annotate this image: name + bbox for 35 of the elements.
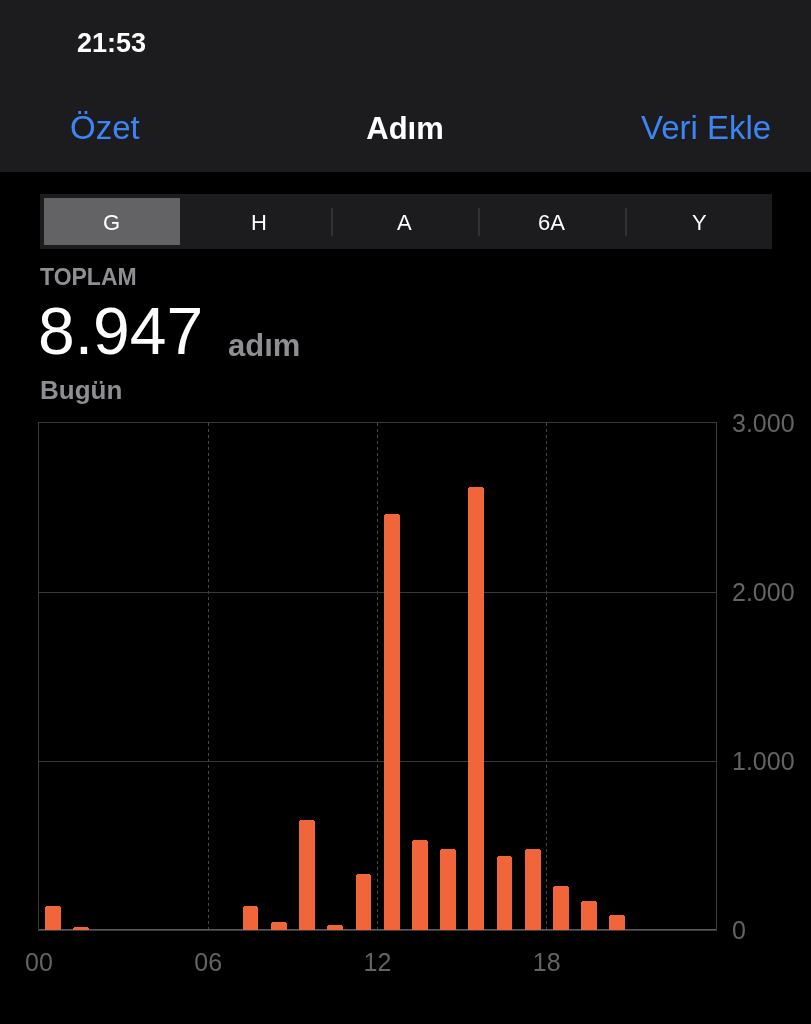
text: Veri Ekle — [641, 109, 772, 146]
chart-title: Adım — [366, 110, 444, 146]
text: Y — [692, 210, 707, 235]
text: TOPLAM — [40, 264, 137, 290]
bar — [356, 874, 371, 930]
x-tick-label: 06 — [194, 948, 223, 976]
bar — [440, 849, 456, 930]
bar — [384, 514, 400, 930]
text: Bugün — [40, 375, 123, 405]
text: Özet — [70, 109, 140, 146]
bar — [581, 901, 597, 930]
y-tick-label: 1.000 — [732, 746, 795, 775]
text: 21:53 — [77, 28, 147, 58]
y-tick-label: 0 — [732, 915, 746, 944]
bar — [553, 886, 569, 930]
text: adım — [228, 328, 301, 363]
x-tick-label: 00 — [25, 948, 53, 976]
x-tick-label: 18 — [532, 948, 561, 976]
bar — [243, 906, 258, 930]
bar — [299, 820, 315, 930]
bar — [497, 856, 512, 930]
bar — [412, 840, 428, 930]
bar — [271, 922, 287, 930]
x-tick-label: 12 — [363, 948, 392, 976]
text: 6A — [538, 210, 566, 235]
bar — [525, 849, 541, 930]
text: 8.947 — [38, 294, 204, 368]
y-tick-label: 3.000 — [732, 408, 795, 437]
bar — [45, 906, 61, 930]
bar — [468, 487, 484, 930]
y-tick-label: 2.000 — [732, 577, 795, 606]
text: G — [103, 210, 121, 235]
bar — [609, 915, 625, 930]
text: A — [397, 210, 412, 235]
text: H — [251, 210, 267, 235]
